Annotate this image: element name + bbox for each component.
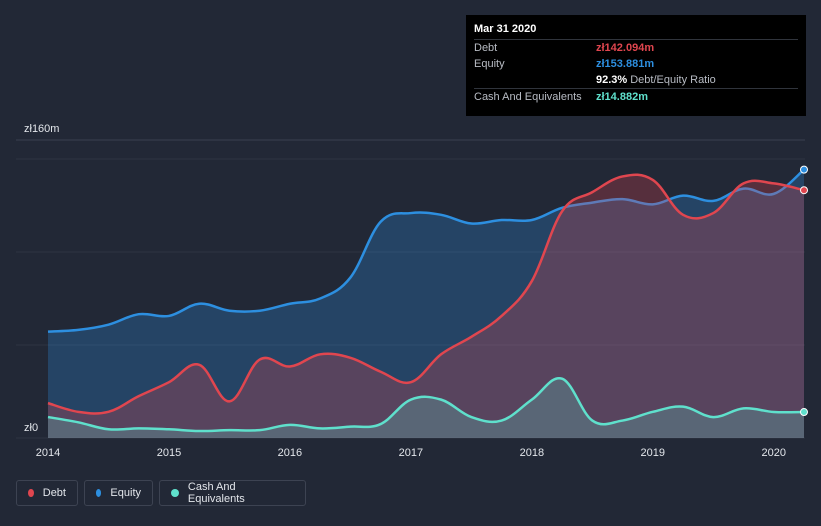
x-tick-label: 2019 — [640, 447, 666, 459]
x-tick-label: 2017 — [398, 447, 424, 459]
tooltip-row-debt: Debt zł142.094m — [474, 39, 798, 56]
tooltip-equity-label: Equity — [474, 58, 505, 70]
x-tick-label: 2016 — [277, 447, 303, 459]
tooltip-equity-value: zł153.881m — [596, 58, 655, 70]
tooltip-date: Mar 31 2020 — [474, 23, 537, 35]
x-tick-label: 2015 — [156, 447, 182, 459]
equity-line — [47, 168, 805, 333]
tooltip-row-equity: Equity zł153.881m — [474, 56, 798, 72]
tooltip-debt-label: Debt — [474, 42, 498, 54]
x-tick-label: 2014 — [35, 447, 61, 459]
debt-end-point — [800, 186, 808, 195]
legend-label-equity: Equity — [110, 487, 141, 499]
series-layer — [47, 165, 808, 438]
tooltip-ratio-value: 92.3% — [596, 74, 628, 86]
legend-label-cash: Cash And Equivalents — [187, 481, 245, 505]
cash-end-point — [800, 408, 808, 417]
legend-dot-cash — [171, 489, 179, 497]
legend-item-debt[interactable]: Debt — [16, 480, 78, 506]
legend-dot-debt — [28, 489, 34, 497]
y-tick-label-top: zł160m — [24, 123, 60, 135]
tooltip-cash-value: zł14.882m — [596, 91, 648, 103]
legend: Debt Equity Cash And Equivalents — [16, 480, 306, 506]
debt-area — [48, 174, 804, 438]
equity-area — [48, 169, 804, 438]
tooltip-cash-label: Cash And Equivalents — [474, 91, 582, 103]
cash-line — [47, 376, 805, 433]
legend-dot-equity — [96, 489, 102, 497]
equity-end-point — [800, 165, 808, 174]
x-tick-label: 2018 — [519, 447, 545, 459]
grid-lines — [16, 139, 805, 439]
legend-label-debt: Debt — [42, 487, 66, 499]
tooltip-panel: Mar 31 2020 Debt zł142.094m Equity zł153… — [466, 15, 806, 116]
legend-item-equity[interactable]: Equity — [84, 480, 153, 506]
y-tick-label-zero: zł0 — [24, 422, 39, 434]
tooltip-ratio-label: Debt/Equity Ratio — [630, 74, 716, 86]
tooltip-debt-value: zł142.094m — [596, 42, 655, 54]
tooltip-row-ratio: 92.3% Debt/Equity Ratio — [474, 72, 798, 88]
x-tick-label: 2020 — [761, 447, 786, 459]
tooltip-row-cash: Cash And Equivalents zł14.882m — [474, 88, 798, 105]
debt-line — [47, 173, 805, 415]
legend-item-cash[interactable]: Cash And Equivalents — [159, 480, 306, 506]
